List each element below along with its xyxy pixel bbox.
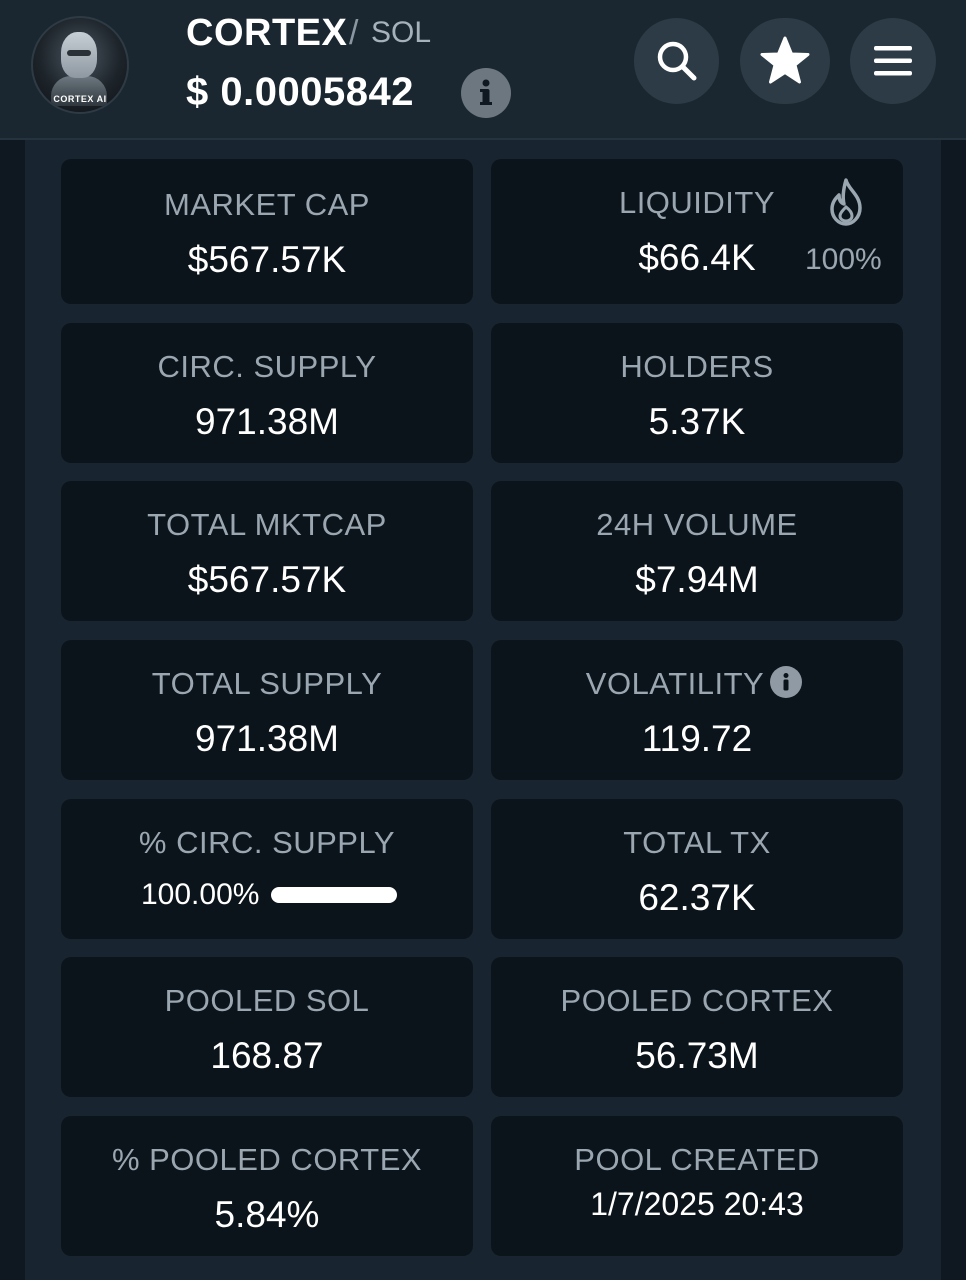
stat-label: HOLDERS bbox=[620, 349, 774, 384]
search-button[interactable] bbox=[634, 18, 719, 104]
stat-value: $567.57K bbox=[187, 559, 347, 600]
token-name: CORTEX bbox=[186, 12, 348, 54]
stat-volatility: VOLATILITY 119.72 bbox=[491, 640, 903, 780]
stat-label: % CIRC. SUPPLY bbox=[138, 825, 396, 860]
stat-liquidity: LIQUIDITY $66.4K 100% bbox=[491, 159, 903, 304]
stat-value: 1/7/2025 20:43 bbox=[590, 1186, 804, 1222]
stat-value: 62.37K bbox=[638, 877, 756, 918]
token-price: $ 0.0005842 bbox=[186, 70, 414, 114]
stat-pct-circ-supply: % CIRC. SUPPLY 100.00% bbox=[61, 799, 473, 939]
stat-label: VOLATILITY bbox=[585, 666, 765, 701]
stat-total-supply: TOTAL SUPPLY 971.38M bbox=[61, 640, 473, 780]
top-header: CORTEX AI CORTEX / SOL $ 0.0005842 bbox=[0, 0, 966, 140]
stat-label: LIQUIDITY bbox=[618, 185, 776, 220]
stat-value: 119.72 bbox=[641, 718, 753, 759]
stat-value: 971.38M bbox=[195, 718, 339, 759]
stat-total-mktcap: TOTAL MKTCAP $567.57K bbox=[61, 481, 473, 621]
info-icon bbox=[480, 79, 492, 105]
stat-label: 24H VOLUME bbox=[596, 507, 798, 542]
stat-pool-created: POOL CREATED 1/7/2025 20:43 bbox=[491, 1116, 903, 1256]
stat-circ-supply: CIRC. SUPPLY 971.38M bbox=[61, 323, 473, 463]
circ-supply-pct: 100.00% bbox=[141, 878, 260, 911]
star-icon bbox=[760, 36, 810, 84]
stat-label: % POOLED CORTEX bbox=[111, 1142, 423, 1177]
stat-value: $7.94M bbox=[635, 559, 759, 600]
menu-button[interactable] bbox=[850, 18, 936, 104]
flame-icon bbox=[830, 178, 862, 226]
search-icon bbox=[657, 41, 696, 81]
liquidity-locked-pct: 100% bbox=[805, 243, 882, 276]
stat-value: 56.73M bbox=[635, 1035, 759, 1076]
stats-panel: MARKET CAP $567.57K LIQUIDITY $66.4K 100… bbox=[25, 140, 941, 1280]
volatility-info-button[interactable] bbox=[770, 666, 802, 698]
stat-value: 5.37K bbox=[648, 401, 746, 442]
stat-pct-pooled-cortex: % POOLED CORTEX 5.84% bbox=[61, 1116, 473, 1256]
info-icon bbox=[783, 673, 789, 691]
stat-label: TOTAL TX bbox=[623, 825, 771, 860]
stat-pooled-sol: POOLED SOL 168.87 bbox=[61, 957, 473, 1097]
stat-label: TOTAL MKTCAP bbox=[147, 507, 387, 542]
circ-supply-bar bbox=[271, 887, 398, 903]
stat-label: POOLED SOL bbox=[164, 983, 370, 1018]
logo-text: CORTEX AI bbox=[53, 94, 107, 104]
menu-icon bbox=[874, 46, 912, 76]
stat-value: $567.57K bbox=[187, 239, 347, 280]
circ-supply-progress: 100.00% bbox=[141, 875, 398, 915]
stat-label: CIRC. SUPPLY bbox=[157, 349, 377, 384]
token-logo[interactable]: CORTEX AI bbox=[31, 16, 129, 114]
logo-robot-body bbox=[51, 76, 107, 106]
stat-value: 168.87 bbox=[210, 1035, 324, 1076]
stat-label: MARKET CAP bbox=[164, 187, 370, 222]
favorite-button[interactable] bbox=[740, 18, 830, 104]
stat-value: 971.38M bbox=[195, 401, 339, 442]
stat-label: POOL CREATED bbox=[574, 1142, 820, 1177]
pair-separator: / bbox=[349, 14, 359, 52]
stat-24h-volume: 24H VOLUME $7.94M bbox=[491, 481, 903, 621]
stat-value: 5.84% bbox=[214, 1194, 320, 1235]
stat-pooled-cortex: POOLED CORTEX 56.73M bbox=[491, 957, 903, 1097]
token-pair: SOL bbox=[371, 16, 432, 49]
stat-holders: HOLDERS 5.37K bbox=[491, 323, 903, 463]
stat-total-tx: TOTAL TX 62.37K bbox=[491, 799, 903, 939]
price-info-button[interactable] bbox=[461, 68, 511, 118]
logo-robot-eyes bbox=[67, 50, 91, 56]
stat-market-cap: MARKET CAP $567.57K bbox=[61, 159, 473, 304]
stat-label: POOLED CORTEX bbox=[560, 983, 834, 1018]
stat-value: $66.4K bbox=[638, 237, 756, 278]
stat-label: TOTAL SUPPLY bbox=[151, 666, 383, 701]
